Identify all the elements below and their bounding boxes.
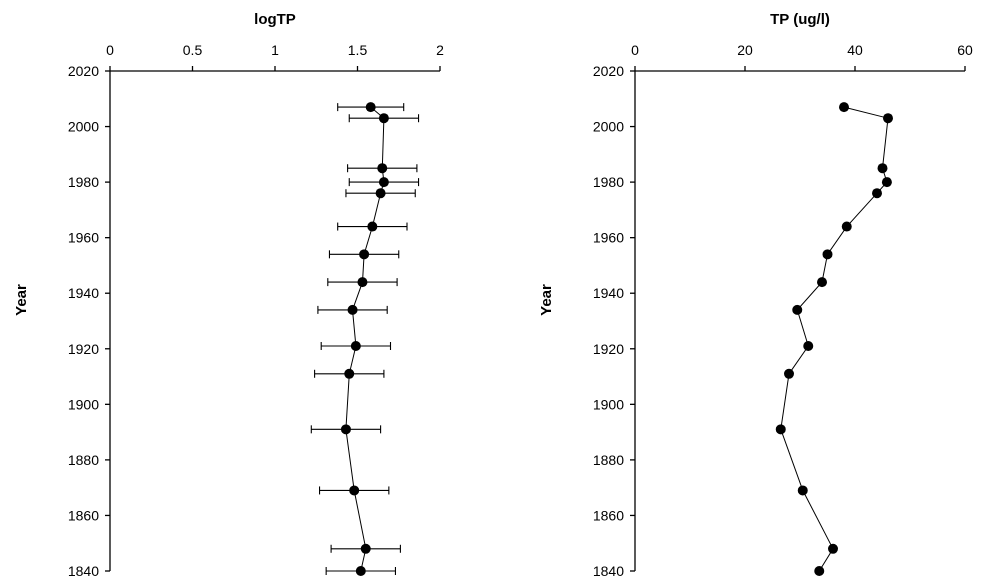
logtp-data-point bbox=[349, 485, 359, 495]
logtp-y-tick-label: 1860 bbox=[68, 507, 99, 523]
logtp-panel: logTP Year 0 0.5 1 1.5 2 2020 2000 1980 1960 194… bbox=[13, 11, 444, 579]
logtp-y-tick-label: 1840 bbox=[68, 563, 99, 579]
logtp-x-tick-label: 2 bbox=[436, 42, 444, 58]
tp-y-ticks: 2020 2000 1980 1960 1940 1920 1900 1880 1860 1840 bbox=[593, 63, 635, 579]
tp-data-point bbox=[776, 424, 786, 434]
logtp-data-point bbox=[367, 222, 377, 232]
logtp-data-point bbox=[341, 424, 351, 434]
logtp-data-point bbox=[379, 113, 389, 123]
tp-series bbox=[776, 102, 893, 576]
logtp-series bbox=[311, 102, 418, 576]
tp-x-tick-label: 0 bbox=[631, 42, 639, 58]
tp-y-tick-label: 1960 bbox=[593, 230, 624, 246]
logtp-data-point bbox=[344, 369, 354, 379]
tp-data-point bbox=[792, 305, 802, 315]
logtp-x-ticks: 0 0.5 1 1.5 2 bbox=[106, 42, 444, 71]
tp-y-tick-label: 1860 bbox=[593, 507, 624, 523]
tp-panel: TP (ug/l) Year 0 20 40 60 2020 2000 1980 1960 1… bbox=[538, 11, 973, 579]
logtp-data-point bbox=[366, 102, 376, 112]
tp-x-ticks: 0 20 40 60 bbox=[631, 42, 973, 71]
logtp-y-tick-label: 2020 bbox=[68, 63, 99, 79]
logtp-y-tick-label: 1920 bbox=[68, 341, 99, 357]
logtp-data-point bbox=[351, 341, 361, 351]
tp-y-tick-label: 1880 bbox=[593, 452, 624, 468]
logtp-data-point bbox=[356, 566, 366, 576]
logtp-x-axis-title: logTP bbox=[254, 11, 296, 28]
tp-y-tick-label: 1840 bbox=[593, 563, 624, 579]
tp-data-point bbox=[798, 485, 808, 495]
tp-data-point bbox=[828, 544, 838, 554]
logtp-data-point bbox=[361, 544, 371, 554]
logtp-series-line bbox=[346, 107, 384, 571]
logtp-y-tick-label: 1940 bbox=[68, 285, 99, 301]
logtp-x-tick-label: 0 bbox=[106, 42, 114, 58]
logtp-y-tick-label: 1900 bbox=[68, 396, 99, 412]
tp-y-tick-label: 2020 bbox=[593, 63, 624, 79]
logtp-y-tick-label: 2000 bbox=[68, 119, 99, 135]
tp-data-point bbox=[839, 102, 849, 112]
tp-x-tick-label: 20 bbox=[737, 42, 753, 58]
tp-x-axis-title: TP (ug/l) bbox=[770, 11, 830, 28]
logtp-y-axis-title: Year bbox=[13, 284, 30, 316]
tp-y-tick-label: 1900 bbox=[593, 396, 624, 412]
logtp-data-point bbox=[376, 188, 386, 198]
tp-y-tick-label: 2000 bbox=[593, 119, 624, 135]
tp-data-point bbox=[823, 249, 833, 259]
tp-y-tick-label: 1920 bbox=[593, 341, 624, 357]
tp-data-point bbox=[842, 222, 852, 232]
logtp-y-tick-label: 1960 bbox=[68, 230, 99, 246]
tp-data-point bbox=[872, 188, 882, 198]
tp-data-point bbox=[882, 177, 892, 187]
logtp-data-point bbox=[359, 249, 369, 259]
tp-data-point bbox=[784, 369, 794, 379]
tp-data-point bbox=[803, 341, 813, 351]
tp-y-tick-label: 1980 bbox=[593, 174, 624, 190]
tp-data-point bbox=[883, 113, 893, 123]
tp-x-tick-label: 60 bbox=[957, 42, 973, 58]
logtp-y-tick-label: 1980 bbox=[68, 174, 99, 190]
logtp-y-tick-label: 1880 bbox=[68, 452, 99, 468]
tp-series-line bbox=[781, 107, 888, 571]
tp-data-point bbox=[817, 277, 827, 287]
logtp-data-point bbox=[379, 177, 389, 187]
logtp-data-point bbox=[377, 163, 387, 173]
logtp-x-tick-label: 1.5 bbox=[348, 42, 368, 58]
tp-y-axis-title: Year bbox=[538, 284, 555, 316]
logtp-data-point bbox=[348, 305, 358, 315]
tp-y-tick-label: 1940 bbox=[593, 285, 624, 301]
logtp-x-tick-label: 1 bbox=[271, 42, 279, 58]
logtp-y-ticks: 2020 2000 1980 1960 1940 1920 1900 1880 1860 1840 bbox=[68, 63, 110, 579]
logtp-x-tick-label: 0.5 bbox=[183, 42, 203, 58]
tp-x-tick-label: 40 bbox=[847, 42, 863, 58]
logtp-data-point bbox=[357, 277, 367, 287]
tp-data-point bbox=[814, 566, 824, 576]
tp-data-point bbox=[878, 163, 888, 173]
